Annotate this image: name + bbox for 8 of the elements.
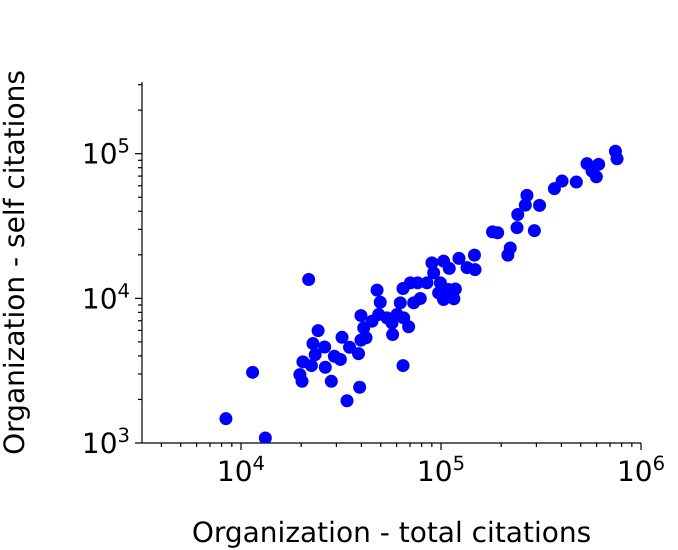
x-tick-label: 10$^{4}$ (216, 452, 266, 488)
x-tick-label: 10$^{6}$ (616, 452, 666, 488)
y-tick-label: 10$^{3}$ (82, 424, 130, 460)
y-tick-label: 10$^{5}$ (82, 134, 130, 171)
y-axis-title: Organization - self citations (0, 70, 31, 455)
x-tick-label: 10$^{5}$ (416, 452, 466, 488)
x-axis-title: Organization - total citations (192, 516, 592, 549)
y-tick-label: 10$^{4}$ (82, 278, 130, 316)
